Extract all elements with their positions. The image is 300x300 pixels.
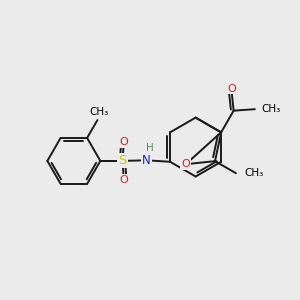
Text: N: N — [142, 154, 151, 167]
Text: O: O — [227, 84, 236, 94]
Text: S: S — [118, 154, 127, 167]
Text: O: O — [182, 159, 190, 169]
Text: H: H — [146, 143, 154, 153]
Text: CH₃: CH₃ — [89, 107, 109, 117]
Text: CH₃: CH₃ — [244, 168, 263, 178]
Text: CH₃: CH₃ — [261, 104, 280, 114]
Text: O: O — [119, 137, 128, 147]
Text: O: O — [119, 175, 128, 185]
